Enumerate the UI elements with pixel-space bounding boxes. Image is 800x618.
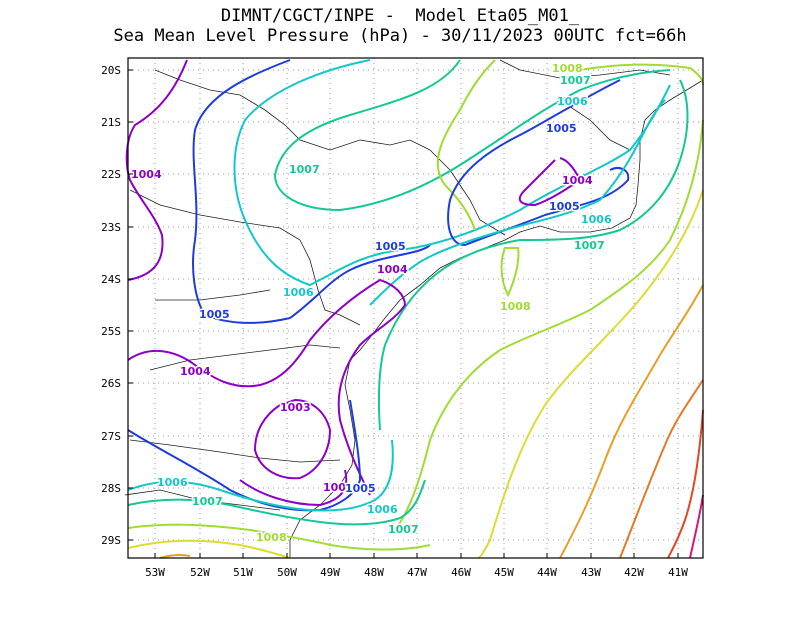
isobar-value-label: 1005: [199, 308, 230, 321]
isobar-value-label: 1007: [192, 495, 223, 508]
isobar-value-label: 1004: [131, 168, 162, 181]
isobar-1004-west: [125, 59, 188, 281]
isobar-1006-west: [233, 59, 671, 287]
isobar-1004-southwest: [127, 278, 407, 496]
isobar-value-label: 1005: [375, 240, 406, 253]
isobar-1013: [689, 494, 704, 559]
latitude-tick-label: 22S: [101, 168, 121, 181]
longitude-tick-label: 53W: [145, 566, 165, 579]
state-border-mg: [154, 69, 431, 151]
latitude-tick-label: 25S: [101, 325, 121, 338]
isobar-1004-east: [518, 157, 582, 207]
isobar-value-label: 1005: [345, 482, 376, 495]
isobar-1009: [477, 189, 704, 559]
isobar-1005-west: [192, 59, 431, 324]
longitude-tick-label: 52W: [190, 566, 210, 579]
longitude-tick-label: 44W: [537, 566, 557, 579]
isobar-value-label: 1008: [552, 62, 583, 75]
isobar-1008-small: [500, 247, 520, 298]
isobar-1007-south: [127, 479, 426, 526]
latitude-tick-label: 20S: [101, 64, 121, 77]
isobar-value-label: 1003: [280, 401, 311, 414]
isobar-1012: [667, 409, 704, 559]
longitude-tick-label: 48W: [364, 566, 384, 579]
isobar-value-label: 1005: [549, 200, 580, 213]
latitude-tick-label: 21S: [101, 116, 121, 129]
longitude-tick-label: 46W: [451, 566, 471, 579]
isobar-value-label: 1006: [283, 286, 314, 299]
state-border-sc: [129, 439, 341, 463]
isobar-value-label: 1004: [377, 263, 408, 276]
map-title-line-2: Sea Mean Level Pressure (hPa) - 30/11/20…: [113, 26, 687, 46]
isobar-1008-east: [394, 119, 704, 531]
isobar-1007-north: [273, 59, 671, 212]
latitude-tick-label: 28S: [101, 482, 121, 495]
isobar-value-label: 1005: [546, 122, 577, 135]
isobar-value-label: 1008: [256, 531, 287, 544]
isobar-1008-north: [436, 59, 704, 231]
longitude-tick-label: 41W: [668, 566, 688, 579]
isobar-1003: [253, 398, 332, 480]
isobar-value-label: 100: [323, 481, 346, 494]
isobar-value-label: 1004: [562, 174, 593, 187]
isobar-value-label: 1006: [157, 476, 188, 489]
latitude-tick-label: 27S: [101, 430, 121, 443]
longitude-tick-label: 42W: [624, 566, 644, 579]
latitude-axis-labels: 20S 21S 22S 23S 24S 25S 26S 27S 28S 29S: [101, 64, 133, 547]
isobar-value-label: 1008: [500, 300, 531, 313]
isobar-value-label: 1006: [367, 503, 398, 516]
longitude-tick-label: 47W: [407, 566, 427, 579]
map-title-line-1: DIMNT/CGCT/INPE - Model Eta05_M01_: [220, 6, 580, 26]
latitude-tick-label: 24S: [101, 273, 121, 286]
state-border-sp: [129, 189, 361, 326]
isobar-value-label: 1007: [574, 239, 605, 252]
isobar-value-label: 1007: [289, 163, 320, 176]
isobar-value-label: 1004: [180, 365, 211, 378]
isobar-value-label: 1007: [388, 523, 419, 536]
latitude-tick-label: 23S: [101, 221, 121, 234]
isobar-value-label: 1007: [560, 74, 591, 87]
isobar-1010: [559, 284, 704, 559]
longitude-tick-label: 51W: [233, 566, 253, 579]
state-border-pr: [149, 344, 341, 371]
river-parana: [155, 289, 271, 301]
isobar-1006-south: [127, 439, 394, 512]
isobar-contours: [125, 59, 704, 559]
latitude-tick-label: 26S: [101, 377, 121, 390]
isobar-1008-southwest: [127, 523, 431, 551]
plot-frame: [127, 57, 704, 559]
longitude-axis-labels: 53W 52W 51W 50W 49W 48W 47W 46W 45W 44W 43W 42W 41W: [145, 553, 688, 579]
longitude-tick-label: 49W: [320, 566, 340, 579]
longitude-tick-label: 43W: [581, 566, 601, 579]
isobar-1006-east: [369, 99, 666, 306]
state-border-es: [499, 59, 671, 79]
longitude-tick-label: 50W: [277, 566, 297, 579]
longitude-tick-label: 45W: [494, 566, 514, 579]
isobar-1011: [619, 379, 704, 559]
state-border-ba: [559, 99, 631, 151]
latitude-tick-label: 29S: [101, 534, 121, 547]
isobar-1007-east: [377, 79, 689, 431]
isobar-value-label: 1006: [581, 213, 612, 226]
isobar-1004-south: [239, 469, 348, 507]
isobar-1010-corner: [159, 553, 191, 559]
isobar-value-label: 1006: [557, 95, 588, 108]
lat-lon-grid: [128, 58, 703, 558]
isobar-labels: 1004 100710081007100610051004100510061007…: [130, 61, 614, 546]
isobar-1009-southwest: [127, 539, 291, 559]
isobar-1005-east: [447, 79, 630, 247]
